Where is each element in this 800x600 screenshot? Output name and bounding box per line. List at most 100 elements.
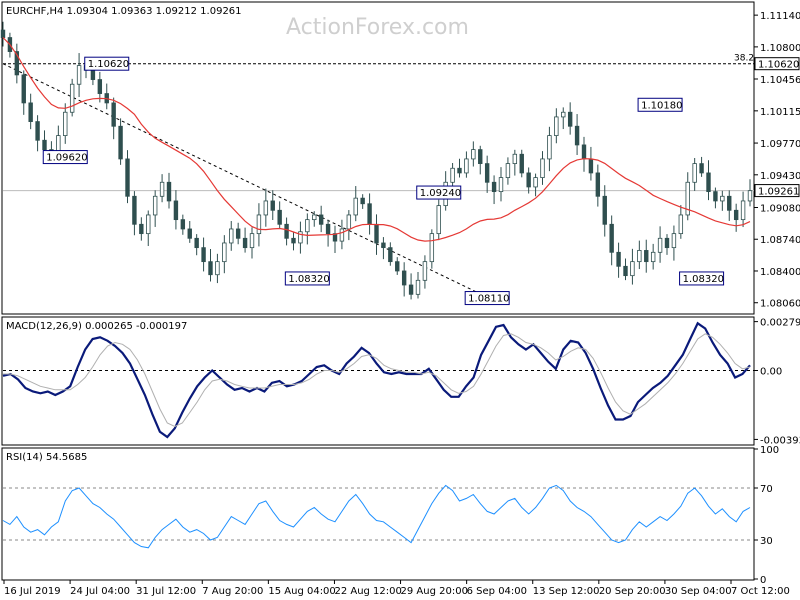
candle-body [242, 237, 248, 249]
candle-body [630, 261, 635, 277]
watermark: ActionForex.com [286, 15, 469, 40]
fib-price-marker [754, 57, 800, 71]
candle-body [97, 79, 103, 94]
macd-panel-title: MACD(12,26,9) 0.000265 -0.000197 [6, 321, 187, 332]
candle-body [526, 172, 531, 188]
price-annotation-label: 1.09240 [420, 188, 461, 199]
candle-body [367, 203, 372, 225]
candle-body [491, 181, 497, 193]
candle-body [727, 195, 732, 211]
rsi-panel-title: RSI(14) 54.5685 [6, 452, 87, 463]
fib-level-label: 38.2 [734, 54, 754, 64]
candle-body [429, 233, 435, 263]
x-axis: 16 Jul 2019 24 Jul 04:00 31 Jul 12:00 7 Aug… [3, 580, 790, 597]
candle-body [547, 135, 552, 160]
candle-body [166, 181, 172, 202]
x-tick-label: 29 Aug 20:00 [401, 586, 468, 597]
macd-line [2, 321, 751, 439]
candle-body [422, 261, 428, 281]
candle-body [706, 172, 711, 193]
candle-body [194, 237, 199, 249]
candle-body [28, 102, 33, 122]
candle-body [159, 181, 165, 197]
candle-body [76, 65, 82, 85]
candle-body [249, 233, 255, 249]
y-tick-label: 1.10800 [760, 43, 800, 54]
candle-body [595, 172, 601, 197]
candle-body [450, 167, 455, 183]
price-annotation-label: 1.08320 [683, 274, 724, 285]
candle-body [35, 121, 40, 141]
macd-panel [1, 316, 755, 446]
y-tick-label: 1.10115 [760, 107, 800, 118]
candle-body [90, 69, 96, 80]
candle-body [146, 214, 151, 235]
candle-body [415, 279, 421, 295]
price-plot-area: 38.2 [0, 21, 754, 300]
candle-body [395, 261, 400, 272]
candle-body [699, 163, 704, 174]
candle-body [388, 247, 393, 263]
y-tick-label: 1.09080 [760, 203, 800, 214]
candle-body [713, 191, 718, 202]
y-tick-label: 1.11140 [760, 11, 800, 22]
rsi-panel [1, 447, 755, 581]
candle-body [125, 158, 130, 197]
candle-body [567, 111, 573, 127]
x-tick-label: 13 Sep 12:00 [533, 586, 600, 597]
x-tick-label: 7 Oct 12:00 [731, 586, 790, 597]
candle-body [235, 228, 241, 239]
candle-body [139, 223, 144, 235]
price-annotation-box [84, 56, 130, 71]
moving-average-line [2, 37, 751, 242]
candle-body [152, 195, 158, 216]
candle-body [733, 209, 739, 221]
candle-body [374, 223, 379, 244]
price-annotation-box [284, 271, 330, 286]
rsi-plot-area [2, 484, 754, 549]
candle-body [519, 153, 524, 174]
candle-body [14, 51, 20, 76]
macd-signal-line [3, 333, 751, 428]
candle-body [512, 153, 518, 165]
price-annotation-label: 1.09620 [46, 153, 87, 164]
candle-body [208, 261, 213, 276]
price-annotation-label: 1.08320 [288, 274, 329, 285]
candle-body [312, 214, 317, 221]
y-tick-label: 1.08740 [760, 235, 800, 246]
candle-body [305, 219, 310, 233]
y-tick-label: 70 [760, 484, 773, 495]
candle-body [63, 111, 68, 136]
current-price-value: 1.09261 [758, 187, 799, 198]
candle-body [436, 205, 441, 235]
price-annotation-box [464, 291, 510, 306]
y-tick-label: 0.00 [760, 367, 782, 378]
x-tick-label: 16 Jul 2019 [4, 586, 61, 597]
y-tick-label: 1.10456 [760, 75, 800, 86]
candle-body [657, 237, 663, 253]
candle-body [277, 209, 282, 225]
candle-body [222, 242, 227, 263]
x-tick-label: 24 Jul 04:00 [70, 586, 130, 597]
candle-body [609, 223, 614, 253]
y-axes: 1.11140 1.10800 1.10456 1.10115 1.09770 1.094… [754, 11, 800, 586]
y-tick-label: 0 [760, 575, 766, 586]
candle-body [533, 177, 538, 188]
candle-body [505, 163, 511, 179]
price-annotation-label: 1.08110 [468, 294, 509, 305]
candle-body [298, 231, 303, 244]
candle-body [616, 251, 621, 267]
y-tick-label: 30 [760, 536, 773, 547]
candle-body [464, 158, 469, 174]
trendline [2, 63, 488, 298]
x-tick-label: 20 Sep 20:00 [599, 586, 666, 597]
candle-body [554, 116, 559, 136]
candle-body [457, 167, 462, 174]
y-tick-label: 1.09770 [760, 139, 800, 150]
candle-body [574, 125, 580, 146]
candle-body [685, 181, 690, 216]
candle-body [637, 250, 642, 263]
candle-body [671, 233, 677, 249]
candle-body [118, 125, 123, 160]
candle-body [588, 158, 594, 174]
